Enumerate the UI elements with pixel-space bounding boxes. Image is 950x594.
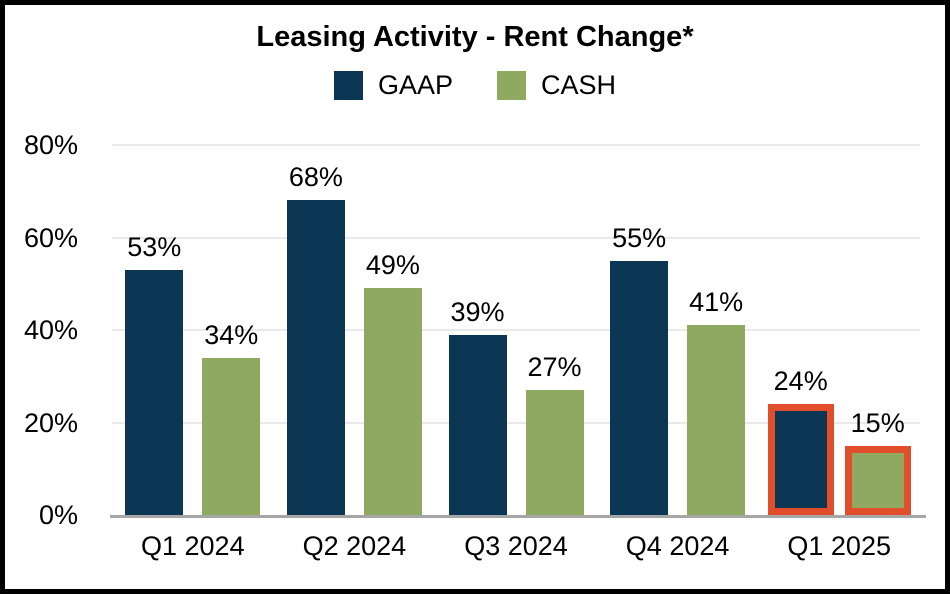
value-label-gaap-q4-2024: 55% bbox=[612, 223, 667, 253]
value-label-gaap-q2-2024: 68% bbox=[288, 162, 343, 192]
bar-cash-q4-2024 bbox=[687, 325, 746, 515]
y-axis-label-40: 40% bbox=[23, 315, 78, 345]
bar-gaap-q3-2024 bbox=[448, 335, 507, 515]
bar-cash-q1-2024 bbox=[202, 358, 261, 515]
gridline-60 bbox=[112, 236, 920, 239]
value-label-cash-q1-2025: 15% bbox=[850, 408, 905, 438]
value-label-cash-q1-2024: 34% bbox=[204, 320, 259, 350]
value-label-gaap-q3-2024: 39% bbox=[450, 297, 505, 327]
bar-cash-q3-2024 bbox=[525, 390, 584, 515]
legend-item-gaap: GAAP bbox=[333, 70, 453, 101]
legend-label-gaap: GAAP bbox=[377, 70, 453, 101]
x-axis-label-q4-2024: Q4 2024 bbox=[625, 531, 730, 561]
legend-swatch-gaap bbox=[333, 71, 363, 101]
legend: GAAP CASH bbox=[5, 70, 945, 101]
x-axis-label-q1-2025: Q1 2025 bbox=[787, 531, 891, 561]
y-axis-label-80: 80% bbox=[23, 130, 78, 160]
x-axis-label-q3-2024: Q3 2024 bbox=[464, 531, 568, 561]
bar-cash-q2-2024 bbox=[363, 288, 422, 515]
value-label-cash-q4-2024: 41% bbox=[689, 287, 744, 317]
bar-gaap-q1-2024 bbox=[125, 270, 184, 515]
legend-item-cash: CASH bbox=[497, 70, 617, 101]
bar-cash-q1-2025 bbox=[844, 446, 911, 515]
bar-gaap-q2-2024 bbox=[286, 200, 345, 515]
chart-title: Leasing Activity - Rent Change* bbox=[256, 21, 694, 53]
y-axis-label-20: 20% bbox=[23, 407, 78, 438]
gridline-40 bbox=[112, 329, 920, 331]
x-axis-label-q1-2024: Q1 2024 bbox=[141, 531, 245, 561]
bar-gaap-q1-2025 bbox=[767, 404, 834, 515]
x-axis-label-q2-2024: Q2 2024 bbox=[302, 531, 407, 561]
gridline-20 bbox=[112, 421, 920, 424]
bar-gaap-q4-2024 bbox=[610, 261, 669, 515]
value-label-gaap-q1-2024: 53% bbox=[127, 232, 182, 262]
legend-swatch-cash bbox=[497, 71, 526, 101]
y-axis-label-0: 0% bbox=[38, 500, 78, 530]
value-label-cash-q2-2024: 49% bbox=[365, 250, 420, 280]
x-axis-line bbox=[110, 515, 926, 518]
legend-label-cash: CASH bbox=[541, 70, 617, 101]
value-label-gaap-q1-2025: 24% bbox=[773, 366, 828, 396]
gridline-80 bbox=[112, 144, 920, 146]
y-axis-label-60: 60% bbox=[23, 222, 78, 253]
value-label-cash-q3-2024: 27% bbox=[527, 352, 582, 382]
